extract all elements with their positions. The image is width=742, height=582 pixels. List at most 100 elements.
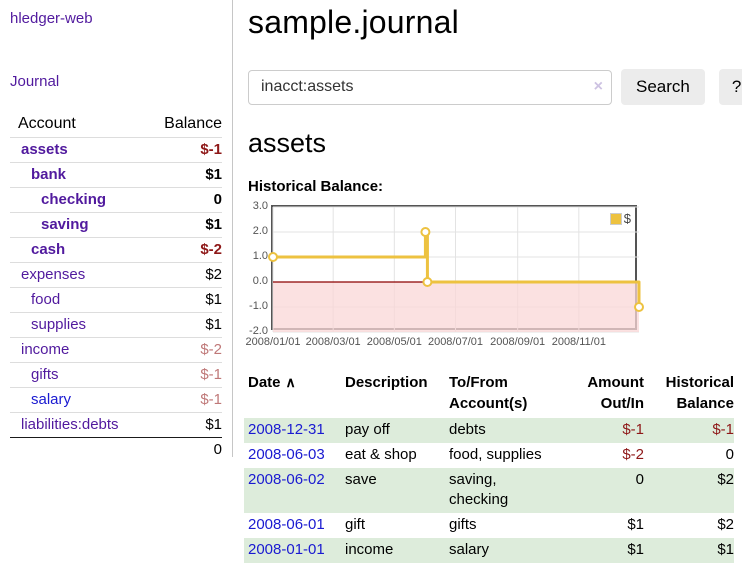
account-link[interactable]: supplies — [31, 316, 87, 333]
x-axis-tick-label: 2008/11/01 — [551, 336, 606, 348]
account-balance: $1 — [148, 212, 222, 238]
app-layout: hledger-web Journal Account Balance asse… — [0, 0, 742, 563]
account-row: supplies $1 — [10, 312, 222, 338]
chart-legend: $ — [607, 210, 633, 227]
search-button[interactable]: Search — [621, 69, 705, 105]
account-balance: $1 — [148, 312, 222, 338]
account-row: expenses $2 — [10, 262, 222, 288]
transaction-accounts: food, supplies — [449, 446, 542, 463]
transaction-amount: $1 — [627, 516, 644, 533]
account-row: checking 0 — [10, 187, 222, 213]
chart-heading: Historical Balance: — [248, 178, 384, 195]
accounts-header-balance: Balance — [164, 115, 222, 132]
transaction-accounts: gifts — [449, 516, 477, 533]
account-balance: $2 — [148, 262, 222, 288]
account-balance: $-2 — [148, 237, 222, 263]
sidebar: hledger-web Journal Account Balance asse… — [0, 0, 233, 462]
x-axis-tick-label: 2008/09/01 — [490, 336, 546, 348]
account-balance: $-2 — [148, 337, 222, 363]
transaction-accounts: saving, checking — [449, 471, 509, 508]
account-link[interactable]: food — [31, 291, 61, 308]
x-axis-tick-label: 2008/03/01 — [305, 336, 361, 348]
sort-ascending-icon: ∧ — [285, 374, 296, 390]
account-balance: $-1 — [148, 387, 222, 413]
account-row: assets $-1 — [10, 137, 222, 163]
account-row: saving $1 — [10, 212, 222, 238]
sidebar-nav: Journal — [10, 73, 222, 91]
y-axis-tick-label: -1.0 — [249, 300, 268, 312]
register-row: 2008-06-03 eat & shop food, supplies $-2… — [244, 443, 734, 468]
register-header-accounts: To/From Account(s) — [449, 374, 528, 412]
register-row: 2008-12-31 pay off debts $-1 $-1 — [244, 418, 734, 443]
brand-link[interactable]: hledger-web — [10, 10, 93, 27]
account-row: gifts $-1 — [10, 362, 222, 388]
register-header-balance: Historical Balance — [665, 374, 734, 412]
page-title: sample.journal — [248, 4, 459, 40]
search-form: × Search ? — [248, 69, 742, 105]
chart-plot-area: $ — [268, 205, 644, 333]
register-header-date[interactable]: Date ∧ — [248, 374, 296, 391]
transaction-amount: $-1 — [622, 421, 644, 438]
transaction-description: pay off — [345, 421, 390, 438]
main-content: sample.journal × Search ? assets Histori… — [233, 0, 742, 563]
transaction-accounts: salary — [449, 541, 490, 558]
accounts-total-row: 0 — [10, 437, 222, 462]
legend-label: $ — [623, 211, 631, 226]
clear-search-icon[interactable]: × — [593, 77, 603, 95]
sidebar-item-journal[interactable]: Journal — [10, 73, 60, 90]
transaction-description: save — [345, 471, 377, 488]
search-input-wrap: × — [248, 69, 612, 105]
x-axis-tick-label: 2008/07/01 — [427, 336, 484, 348]
y-axis-tick-label: -2.0 — [249, 325, 268, 337]
accounts-header-row: Account Balance — [10, 112, 222, 138]
register-row: 2008-01-01 income salary $1 $1 — [244, 538, 734, 563]
register-header-description: Description — [345, 374, 428, 391]
transaction-accounts: debts — [449, 421, 486, 438]
account-balance: $-1 — [148, 362, 222, 388]
transaction-date-link[interactable]: 2008-12-31 — [248, 421, 325, 438]
register-table: Date ∧ Description To/From Account(s) Amou… — [244, 369, 734, 563]
transaction-description: eat & shop — [345, 446, 417, 463]
account-link[interactable]: liabilities:debts — [21, 416, 119, 433]
account-row: income $-2 — [10, 337, 222, 363]
y-axis-tick-label: 0.0 — [252, 275, 268, 287]
transaction-amount: $-2 — [622, 446, 644, 463]
account-balance: $1 — [148, 162, 222, 188]
account-row: cash $-2 — [10, 237, 222, 263]
account-link[interactable]: checking — [41, 191, 107, 208]
transaction-date-link[interactable]: 2008-06-02 — [248, 471, 325, 488]
transaction-amount: $1 — [627, 541, 644, 558]
account-balance: 0 — [148, 187, 222, 213]
y-axis-tick-label: 1.0 — [252, 250, 268, 262]
account-balance: $-1 — [148, 137, 222, 163]
account-link[interactable]: assets — [21, 141, 68, 158]
account-link[interactable]: expenses — [21, 266, 86, 283]
account-link[interactable]: bank — [31, 166, 67, 183]
transaction-description: gift — [345, 516, 366, 533]
account-heading: assets — [248, 128, 327, 158]
transaction-balance: $1 — [717, 541, 734, 558]
help-button[interactable]: ? — [718, 69, 742, 105]
chart-canvas — [268, 206, 644, 333]
transaction-balance: $2 — [717, 471, 734, 488]
account-link[interactable]: salary — [31, 391, 72, 408]
account-row: food $1 — [10, 287, 222, 313]
transaction-date-link[interactable]: 2008-01-01 — [248, 541, 325, 558]
brand: hledger-web — [10, 10, 222, 28]
transaction-date-link[interactable]: 2008-06-01 — [248, 516, 325, 533]
account-link[interactable]: gifts — [31, 366, 59, 383]
account-link[interactable]: cash — [31, 241, 66, 258]
transaction-balance: $-1 — [712, 421, 734, 438]
account-row: bank $1 — [10, 162, 222, 188]
register-row: 2008-06-01 gift gifts $1 $2 — [244, 513, 734, 538]
x-axis-tick-label: 2008/01/01 — [245, 336, 301, 348]
transaction-amount: 0 — [635, 471, 644, 488]
account-row: liabilities:debts $1 — [10, 412, 222, 438]
account-link[interactable]: saving — [41, 216, 89, 233]
transaction-balance: $2 — [717, 516, 734, 533]
account-link[interactable]: income — [21, 341, 70, 358]
transaction-date-link[interactable]: 2008-06-03 — [248, 446, 325, 463]
register-header-amount: Amount Out/In — [587, 374, 644, 412]
search-input[interactable] — [248, 69, 612, 105]
account-balance: $1 — [148, 412, 222, 438]
